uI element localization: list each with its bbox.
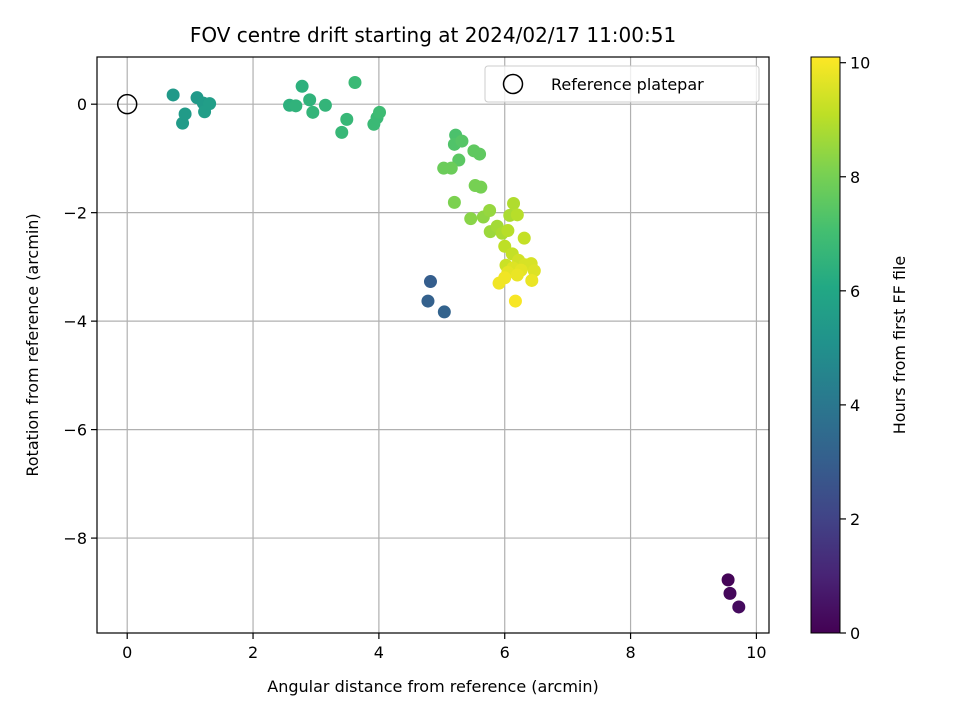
data-point xyxy=(166,88,180,102)
data-point xyxy=(507,196,521,210)
chart-title: FOV centre drift starting at 2024/02/17 … xyxy=(190,23,676,47)
data-point xyxy=(306,105,320,119)
data-point xyxy=(527,264,541,278)
data-point xyxy=(289,99,303,113)
data-point xyxy=(474,180,488,194)
data-point xyxy=(318,98,332,112)
data-point xyxy=(335,125,349,139)
data-point xyxy=(464,212,478,226)
x-axis-ticks: 0 2 4 6 8 10 xyxy=(122,633,767,662)
data-point xyxy=(452,153,466,167)
data-point xyxy=(473,147,487,161)
data-point xyxy=(295,79,309,93)
reference-platepar-marker xyxy=(116,93,138,115)
x-tick-label: 2 xyxy=(248,643,258,662)
colorbar-ticks: 0 2 4 6 8 10 xyxy=(840,54,870,643)
data-point xyxy=(508,294,522,308)
legend-box xyxy=(484,65,760,103)
x-tick-label: 6 xyxy=(500,643,510,662)
legend: Reference platepar xyxy=(484,65,760,103)
data-point xyxy=(421,294,435,308)
data-point xyxy=(178,107,192,121)
y-tick-label: −2 xyxy=(63,204,87,223)
x-tick-label: 10 xyxy=(746,643,766,662)
data-point xyxy=(203,97,217,111)
y-axis-label: Rotation from reference (arcmin) xyxy=(23,213,42,476)
data-point xyxy=(437,305,451,319)
colorbar-tick-label: 6 xyxy=(850,282,860,301)
data-point xyxy=(373,105,387,119)
data-point xyxy=(303,93,317,107)
colorbar-tick-label: 0 xyxy=(850,624,860,643)
data-point xyxy=(723,586,737,600)
colorbar: 0 2 4 6 8 10 Hours from first FF file xyxy=(810,54,909,643)
legend-reference-marker xyxy=(502,73,524,95)
scatter-points xyxy=(166,75,746,614)
data-point xyxy=(525,273,539,287)
y-tick-label: −6 xyxy=(63,421,87,440)
y-tick-label: 0 xyxy=(77,95,87,114)
data-point xyxy=(492,276,506,290)
data-point xyxy=(423,275,437,289)
plot-frame xyxy=(96,56,770,634)
data-point xyxy=(447,195,461,209)
data-point xyxy=(732,600,746,614)
y-tick-label: −4 xyxy=(63,312,87,331)
x-tick-label: 0 xyxy=(122,643,132,662)
colorbar-tick-label: 8 xyxy=(850,168,860,187)
data-point xyxy=(444,161,458,175)
data-point xyxy=(348,75,362,89)
data-point xyxy=(721,573,735,587)
data-point xyxy=(340,112,354,126)
data-point xyxy=(455,134,469,148)
y-axis-ticks: 0 −2 −4 −6 −8 xyxy=(63,95,97,548)
x-tick-label: 8 xyxy=(625,643,635,662)
x-axis-label: Angular distance from reference (arcmin) xyxy=(267,677,598,696)
y-tick-label: −8 xyxy=(63,529,87,548)
colorbar-tick-label: 4 xyxy=(850,396,860,415)
colorbar-tick-label: 2 xyxy=(850,510,860,529)
legend-label: Reference platepar xyxy=(551,75,704,94)
data-point xyxy=(517,231,531,245)
data-point xyxy=(483,203,497,217)
data-point xyxy=(510,208,524,222)
data-point xyxy=(510,268,524,282)
grid xyxy=(97,57,769,633)
colorbar-tick-label: 10 xyxy=(850,54,870,73)
data-point xyxy=(501,224,515,238)
colorbar-gradient xyxy=(810,56,841,634)
colorbar-label: Hours from first FF file xyxy=(890,256,909,435)
x-tick-label: 4 xyxy=(374,643,384,662)
